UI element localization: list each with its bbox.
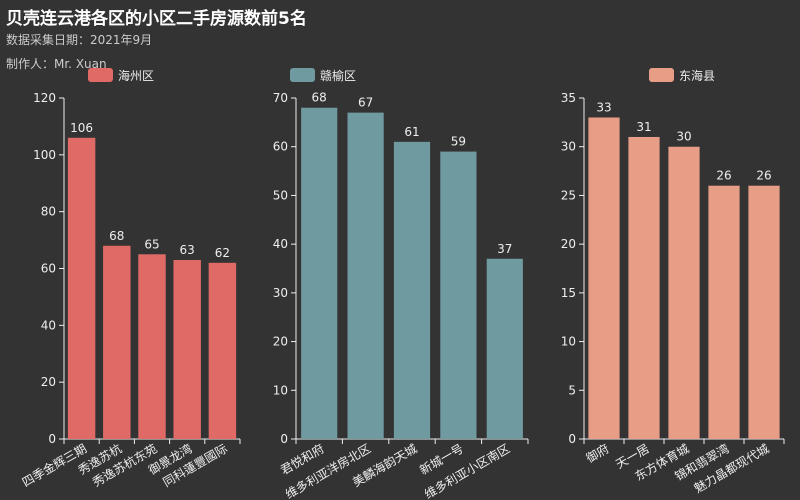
legend-swatch bbox=[88, 68, 113, 82]
y-tick-label: 20 bbox=[561, 237, 576, 251]
bar bbox=[393, 141, 431, 440]
y-tick-label: 120 bbox=[33, 91, 56, 105]
bar bbox=[486, 258, 523, 439]
y-tick-label: 10 bbox=[273, 383, 288, 397]
data-label: 31 bbox=[636, 120, 651, 134]
y-tick-label: 10 bbox=[561, 335, 576, 349]
data-label: 26 bbox=[756, 169, 771, 183]
data-label: 37 bbox=[497, 242, 512, 256]
y-tick-label: 0 bbox=[280, 432, 288, 446]
y-tick-label: 40 bbox=[273, 237, 288, 251]
y-tick-label: 5 bbox=[568, 383, 576, 397]
bar bbox=[103, 245, 131, 439]
bar bbox=[748, 185, 780, 439]
bar bbox=[173, 259, 201, 439]
y-tick-label: 30 bbox=[273, 286, 288, 300]
bar bbox=[708, 185, 740, 439]
data-label: 61 bbox=[404, 125, 419, 139]
legend-label: 东海县 bbox=[679, 68, 715, 83]
y-tick-label: 25 bbox=[561, 188, 576, 202]
data-label: 67 bbox=[358, 96, 373, 110]
y-tick-label: 20 bbox=[41, 375, 56, 389]
page-title: 贝壳连云港各区的小区二手房源数前5名 bbox=[6, 9, 307, 29]
y-tick-label: 30 bbox=[561, 140, 576, 154]
bar bbox=[67, 137, 96, 440]
y-tick-label: 40 bbox=[41, 318, 56, 332]
y-tick-label: 100 bbox=[33, 148, 56, 162]
legend-label: 赣榆区 bbox=[320, 68, 356, 83]
y-tick-label: 60 bbox=[41, 262, 56, 276]
bar bbox=[588, 117, 620, 439]
legend-label: 海州区 bbox=[118, 68, 154, 83]
bar bbox=[628, 136, 660, 439]
data-label: 30 bbox=[676, 130, 691, 144]
y-tick-label: 35 bbox=[561, 91, 576, 105]
x-tick-label: 御府 bbox=[583, 441, 611, 466]
legend-swatch bbox=[290, 68, 315, 82]
author-label: 制作人：Mr. Xuan bbox=[6, 57, 107, 71]
bar bbox=[208, 262, 237, 439]
data-label: 26 bbox=[716, 169, 731, 183]
data-label: 63 bbox=[180, 243, 195, 257]
y-tick-label: 15 bbox=[561, 286, 576, 300]
data-label: 65 bbox=[144, 237, 159, 251]
bar bbox=[301, 107, 338, 439]
bar bbox=[668, 146, 700, 439]
y-tick-label: 60 bbox=[273, 140, 288, 154]
y-tick-label: 0 bbox=[568, 432, 576, 446]
bar bbox=[440, 151, 477, 440]
page-subtitle: 数据采集日期：2021年9月 bbox=[6, 33, 153, 47]
y-tick-label: 0 bbox=[48, 432, 56, 446]
data-label: 68 bbox=[312, 91, 327, 105]
y-tick-label: 50 bbox=[273, 188, 288, 202]
data-label: 68 bbox=[109, 229, 124, 243]
data-label: 33 bbox=[596, 100, 611, 114]
data-label: 106 bbox=[70, 121, 93, 135]
data-label: 59 bbox=[451, 135, 466, 149]
legend-swatch bbox=[649, 68, 674, 82]
y-tick-label: 70 bbox=[273, 91, 288, 105]
y-tick-label: 20 bbox=[273, 335, 288, 349]
bar bbox=[347, 112, 384, 439]
y-tick-label: 80 bbox=[41, 205, 56, 219]
bar bbox=[138, 254, 166, 439]
data-label: 62 bbox=[215, 246, 230, 260]
